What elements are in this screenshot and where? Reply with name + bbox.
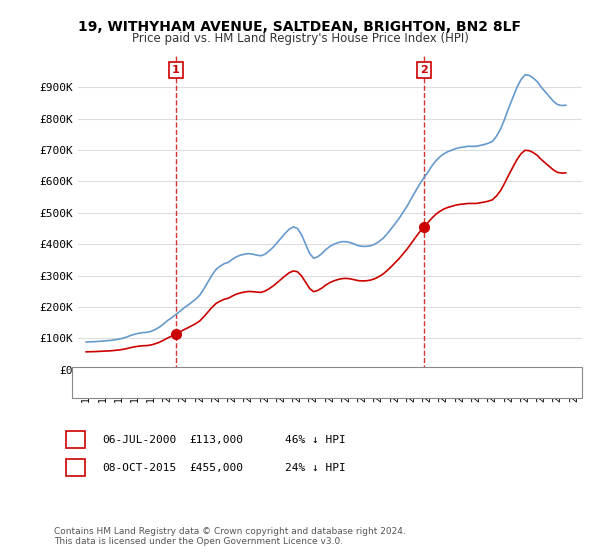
Text: 19, WITHYHAM AVENUE, SALTDEAN, BRIGHTON, BN2 8LF: 19, WITHYHAM AVENUE, SALTDEAN, BRIGHTON,… xyxy=(79,20,521,34)
Text: Contains HM Land Registry data © Crown copyright and database right 2024.
This d: Contains HM Land Registry data © Crown c… xyxy=(54,526,406,546)
Text: 46% ↓ HPI: 46% ↓ HPI xyxy=(285,435,346,445)
Text: 06-JUL-2000: 06-JUL-2000 xyxy=(102,435,176,445)
Text: 19, WITHYHAM AVENUE, SALTDEAN, BRIGHTON, BN2 8LF (detached house): 19, WITHYHAM AVENUE, SALTDEAN, BRIGHTON,… xyxy=(126,372,516,382)
Text: £113,000: £113,000 xyxy=(189,435,243,445)
Text: 1: 1 xyxy=(172,65,179,75)
Text: 2: 2 xyxy=(71,463,79,473)
Text: 08-OCT-2015: 08-OCT-2015 xyxy=(102,463,176,473)
Text: 24% ↓ HPI: 24% ↓ HPI xyxy=(285,463,346,473)
Text: HPI: Average price, detached house, Brighton and Hove: HPI: Average price, detached house, Brig… xyxy=(126,384,444,394)
Text: Price paid vs. HM Land Registry's House Price Index (HPI): Price paid vs. HM Land Registry's House … xyxy=(131,32,469,45)
Text: £455,000: £455,000 xyxy=(189,463,243,473)
Text: 2: 2 xyxy=(420,65,428,75)
Text: 1: 1 xyxy=(71,435,79,445)
